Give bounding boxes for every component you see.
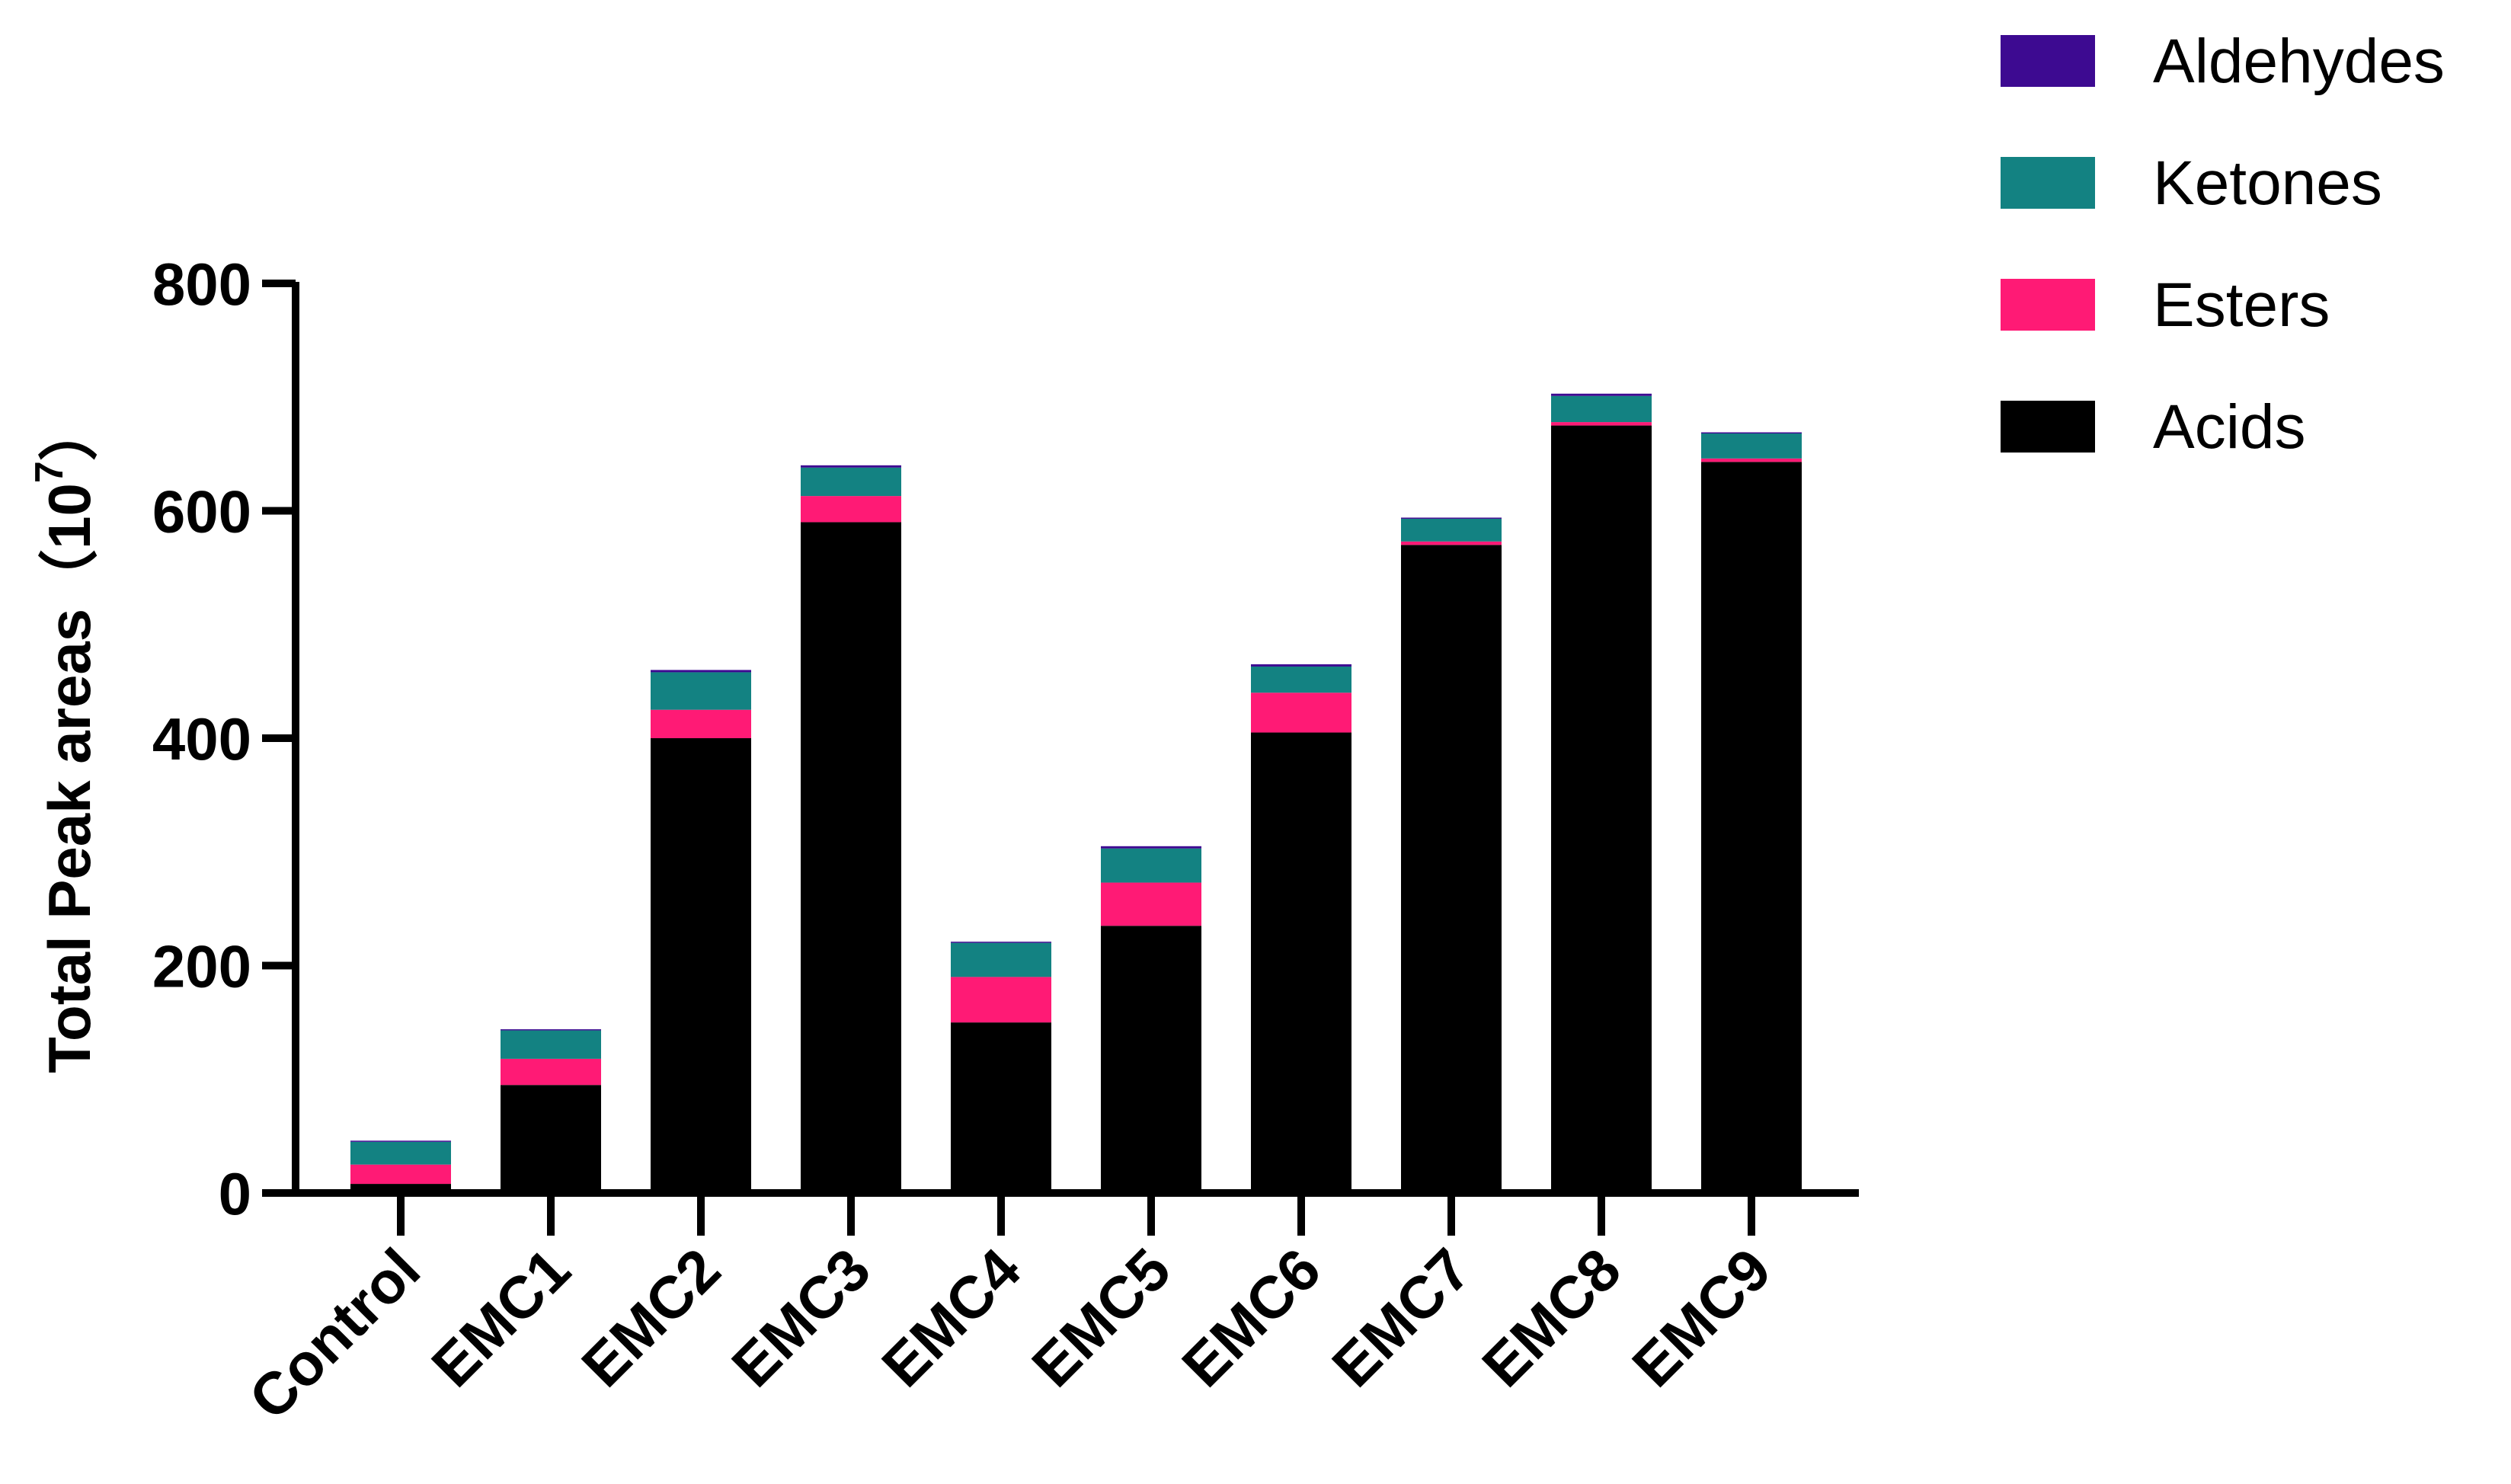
- bar-emc8-aldehydes: [1551, 393, 1652, 396]
- bar-emc8-ketones: [1551, 395, 1652, 423]
- bar-emc9-esters: [1701, 458, 1802, 462]
- bar-control-acids: [350, 1184, 451, 1193]
- x-tick-label-emc7: EMC7: [1319, 1236, 1483, 1399]
- bar-emc2-ketones: [651, 672, 751, 710]
- bar-emc7-esters: [1401, 541, 1502, 545]
- x-tick-label-control: Control: [236, 1236, 433, 1432]
- bar-control-esters: [350, 1164, 451, 1185]
- x-tick-label-emc2: EMC2: [569, 1236, 733, 1399]
- bar-emc4-esters: [951, 977, 1051, 1023]
- x-tick-label-emc1: EMC1: [419, 1236, 583, 1399]
- legend-swatch-esters: [2001, 279, 2095, 331]
- x-ticks: ControlEMC1EMC2EMC3EMC4EMC5EMC6EMC7EMC8E…: [236, 1193, 1783, 1432]
- y-axis-title: Total Peak areas（107）: [27, 401, 103, 1073]
- legend-label-ketones: Ketones: [2153, 149, 2382, 218]
- bar-emc5-aldehydes: [1101, 846, 1201, 849]
- bar-emc5-acids: [1101, 926, 1201, 1193]
- bar-emc8-acids: [1551, 425, 1652, 1193]
- y-tick-label-200: 200: [152, 933, 251, 1000]
- bar-emc6-aldehydes: [1251, 664, 1351, 667]
- legend-label-esters: Esters: [2153, 270, 2330, 340]
- bar-emc7-acids: [1401, 545, 1502, 1193]
- x-tick-label-emc3: EMC3: [719, 1236, 883, 1399]
- bar-emc4-ketones: [951, 942, 1051, 977]
- y-ticks: 0 200 400 600 800: [152, 251, 296, 1227]
- bar-emc9-ketones: [1701, 433, 1802, 459]
- y-axis-title-exponent: 7: [27, 461, 72, 483]
- y-axis-title-close: ）: [36, 401, 103, 461]
- bar-emc5-ketones: [1101, 848, 1201, 883]
- bar-emc1-acids: [501, 1085, 601, 1193]
- x-tick-label-emc8: EMC8: [1470, 1236, 1633, 1399]
- bar-emc4-acids: [951, 1022, 1051, 1193]
- legend-swatch-acids: [2001, 401, 2095, 453]
- bar-emc1-aldehydes: [501, 1029, 601, 1031]
- x-tick-label-emc5: EMC5: [1019, 1236, 1183, 1399]
- bar-emc5-esters: [1101, 882, 1201, 926]
- legend-label-acids: Acids: [2153, 392, 2306, 462]
- bar-emc3-ketones: [801, 467, 901, 497]
- x-tick-label-emc4: EMC4: [869, 1236, 1033, 1399]
- bar-emc7-aldehydes: [1401, 517, 1502, 519]
- x-tick-label-emc6: EMC6: [1169, 1236, 1333, 1399]
- bar-emc1-esters: [501, 1058, 601, 1086]
- bar-emc9-acids: [1701, 462, 1802, 1193]
- bar-control-ketones: [350, 1141, 451, 1165]
- bar-emc3-acids: [801, 522, 901, 1193]
- y-tick-label-800: 800: [152, 251, 251, 318]
- bar-emc3-aldehydes: [801, 465, 901, 468]
- bar-emc6-ketones: [1251, 666, 1351, 693]
- bar-emc2-aldehydes: [651, 670, 751, 673]
- y-axis-title-main: Total Peak areas（10: [36, 483, 103, 1073]
- bar-emc1-ketones: [501, 1030, 601, 1059]
- bars: [350, 393, 1802, 1193]
- bar-emc6-esters: [1251, 692, 1351, 733]
- bar-emc8-esters: [1551, 422, 1652, 426]
- y-tick-label-400: 400: [152, 705, 251, 772]
- x-tick-label-emc9: EMC9: [1620, 1236, 1783, 1399]
- legend: Aldehydes Ketones Esters Acids: [2001, 27, 2445, 462]
- y-tick-label-0: 0: [219, 1160, 251, 1227]
- bar-emc6-acids: [1251, 732, 1351, 1193]
- legend-swatch-ketones: [2001, 157, 2095, 209]
- bar-emc2-acids: [651, 738, 751, 1193]
- bar-control-aldehydes: [350, 1140, 451, 1142]
- y-tick-label-600: 600: [152, 478, 251, 545]
- legend-swatch-aldehydes: [2001, 35, 2095, 87]
- bar-emc3-esters: [801, 496, 901, 523]
- legend-label-aldehydes: Aldehydes: [2153, 27, 2445, 96]
- bar-emc2-esters: [651, 709, 751, 738]
- bar-emc7-ketones: [1401, 518, 1502, 542]
